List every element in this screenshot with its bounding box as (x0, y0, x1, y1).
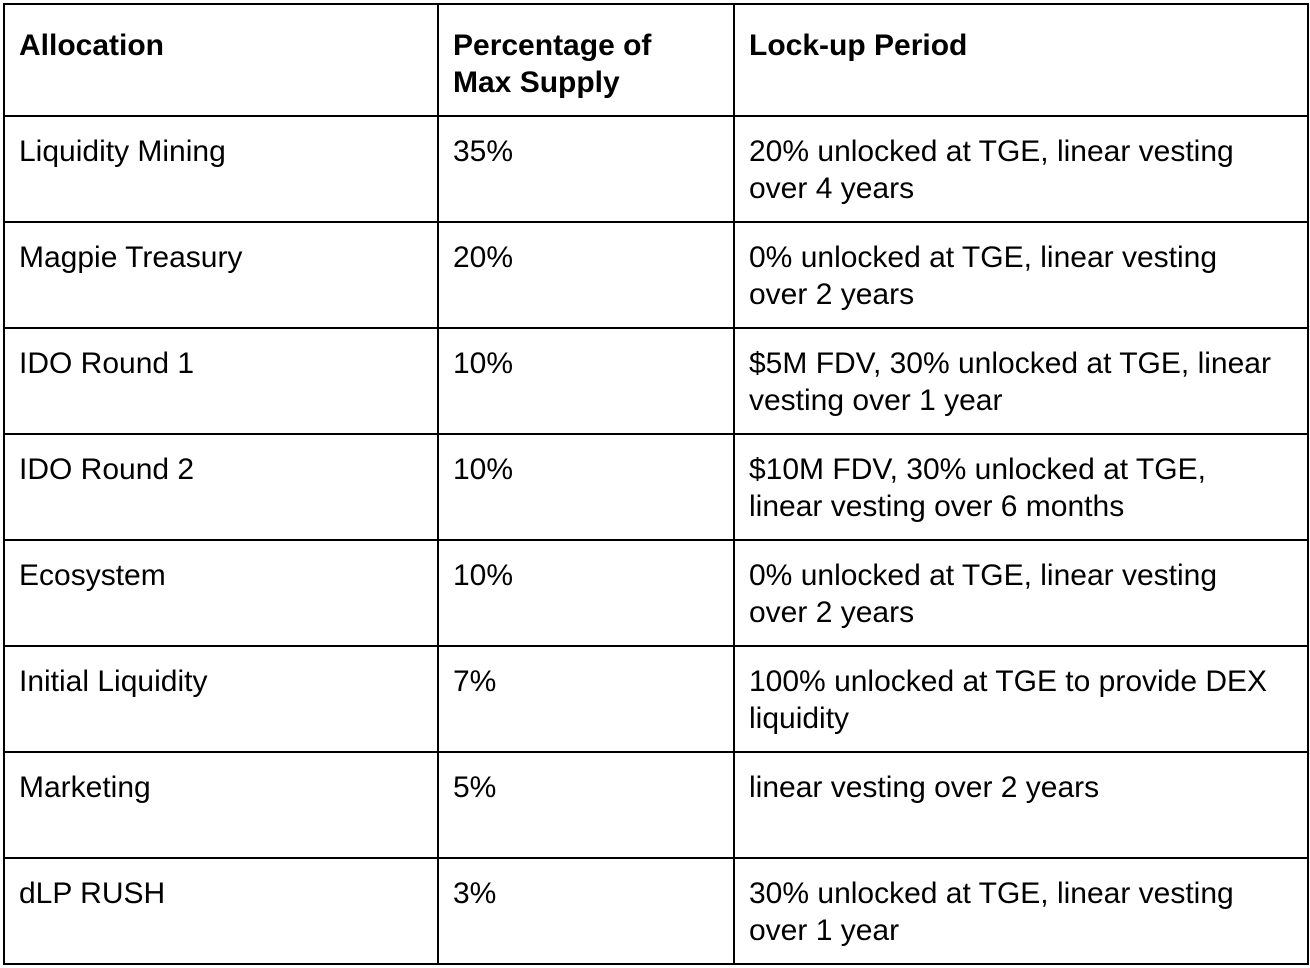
table-row: Ecosystem 10% 0% unlocked at TGE, linear v… (3, 539, 1309, 647)
table-row: Liquidity Mining 35% 20% unlocked at TGE, … (3, 115, 1309, 223)
table-row: Initial Liquidity 7% 100% unlocked at TGE … (3, 645, 1309, 753)
table-body: Liquidity Mining 35% 20% unlocked at TGE, … (3, 115, 1309, 965)
table-row: dLP RUSH 3% 30% unlocked at TGE, linear ve… (3, 857, 1309, 965)
table-cell: 30% unlocked at TGE, linear vesting over… (733, 857, 1309, 965)
header-cell: Percentage of Max Supply (437, 3, 735, 117)
table-cell: dLP RUSH (3, 857, 439, 965)
table-cell: IDO Round 1 (3, 327, 439, 435)
table-cell: 35% (437, 115, 735, 223)
table-cell: 0% unlocked at TGE, linear vesting over … (733, 221, 1309, 329)
table-cell: 20% (437, 221, 735, 329)
table-cell: 10% (437, 327, 735, 435)
table-cell: 0% unlocked at TGE, linear vesting over … (733, 539, 1309, 647)
table-row: IDO Round 1 10% $5M FDV, 30% unlocked at T… (3, 327, 1309, 435)
table-cell: $10M FDV, 30% unlocked at TGE, linear ve… (733, 433, 1309, 541)
table-row: Marketing 5% linear vesting over 2 years (3, 751, 1309, 859)
table-cell: 100% unlocked at TGE to provide DEX liqu… (733, 645, 1309, 753)
table-cell: $5M FDV, 30% unlocked at TGE, linear ves… (733, 327, 1309, 435)
table-cell: Marketing (3, 751, 439, 859)
table-cell: Liquidity Mining (3, 115, 439, 223)
table-cell: Initial Liquidity (3, 645, 439, 753)
table-cell: 5% (437, 751, 735, 859)
table-cell: linear vesting over 2 years (733, 751, 1309, 859)
table-cell: 10% (437, 433, 735, 541)
table-row: IDO Round 2 10% $10M FDV, 30% unlocked at … (3, 433, 1309, 541)
table-cell: 10% (437, 539, 735, 647)
table-cell: Magpie Treasury (3, 221, 439, 329)
table-row: Magpie Treasury 20% 0% unlocked at TGE, li… (3, 221, 1309, 329)
header-cell: Lock-up Period (733, 3, 1309, 117)
table-cell: 3% (437, 857, 735, 965)
header-row: Allocation Percentage of Max Supply Lock-u… (3, 3, 1309, 117)
table-cell: 7% (437, 645, 735, 753)
allocation-table: Allocation Percentage of Max Supply Lock-u… (3, 3, 1309, 965)
table-cell: Ecosystem (3, 539, 439, 647)
table-header: Allocation Percentage of Max Supply Lock-u… (3, 3, 1309, 117)
table-cell: IDO Round 2 (3, 433, 439, 541)
table-cell: 20% unlocked at TGE, linear vesting over… (733, 115, 1309, 223)
header-cell: Allocation (3, 3, 439, 117)
